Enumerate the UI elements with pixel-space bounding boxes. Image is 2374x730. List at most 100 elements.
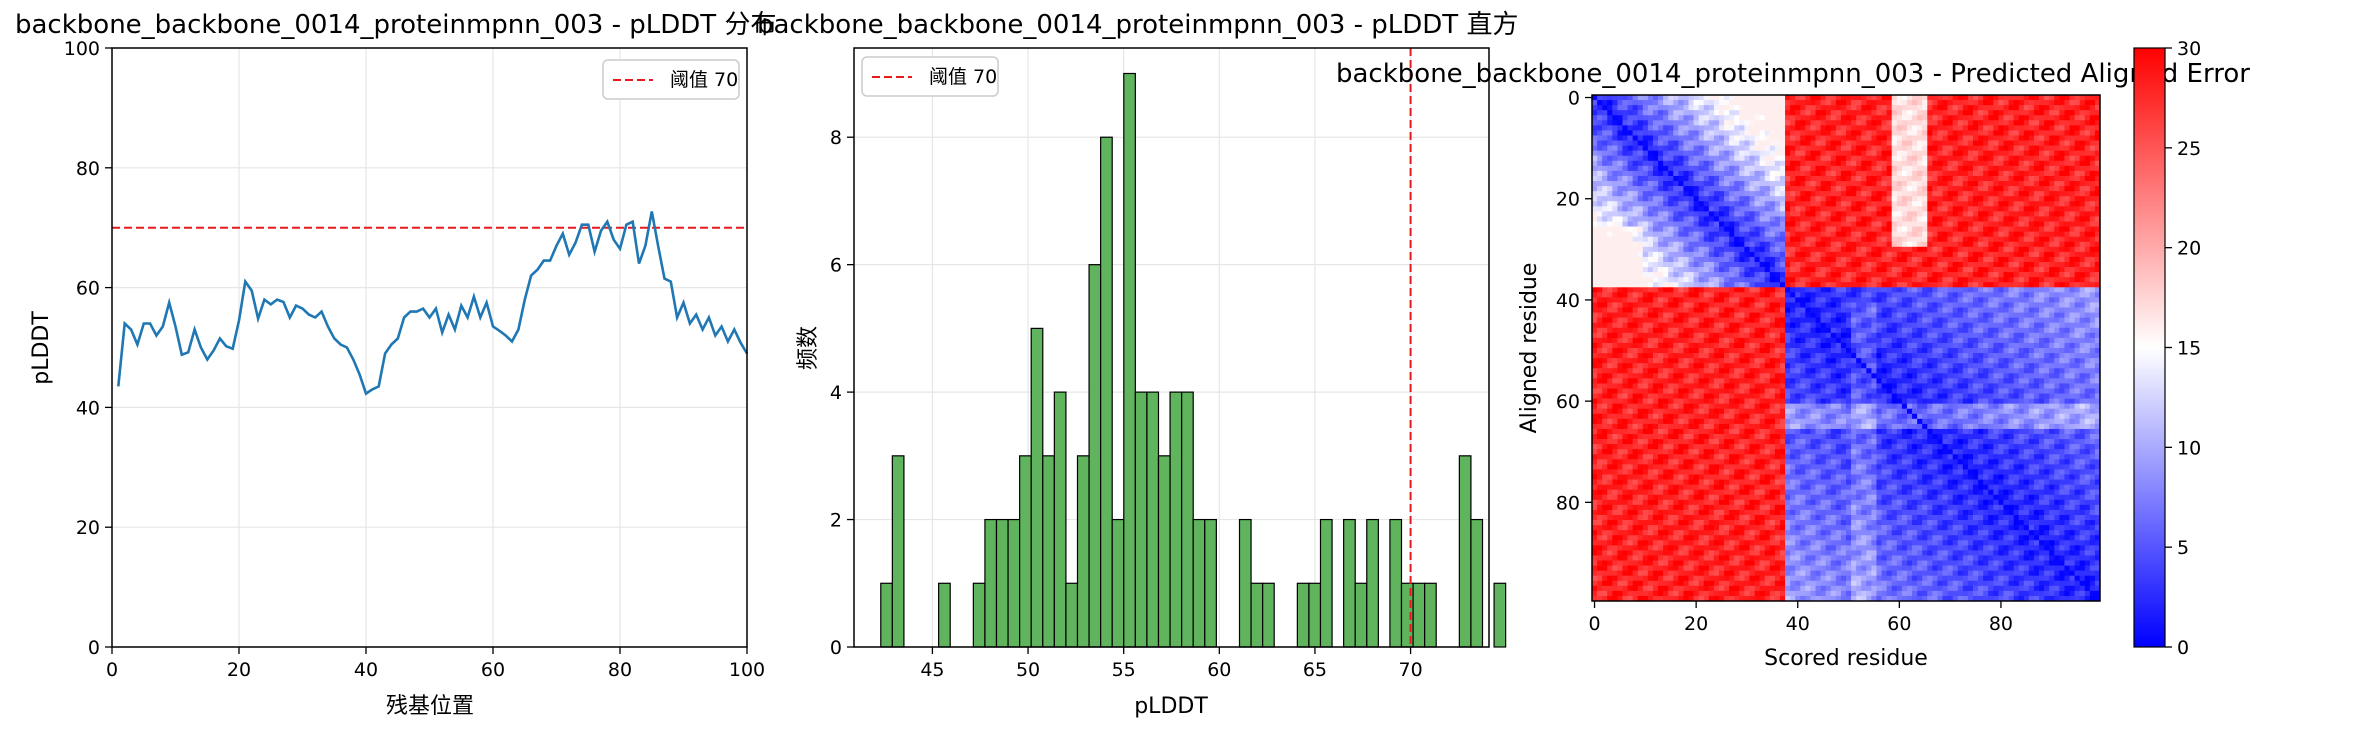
- pae-cell: [1744, 175, 1750, 182]
- pae-cell: [2069, 256, 2075, 263]
- pae-cell: [1708, 95, 1715, 101]
- pae-cell: [1947, 312, 1954, 318]
- pae-cell: [1952, 297, 1959, 303]
- histogram-bar: [880, 582, 893, 648]
- pae-cell: [1744, 236, 1750, 243]
- pae-cell: [1917, 287, 1923, 293]
- pae-cell: [1774, 221, 1781, 227]
- pae-cell: [1881, 181, 1887, 187]
- pae-cell: [1942, 236, 1948, 243]
- pae-cell: [1602, 140, 1608, 146]
- pae-cell: [1846, 231, 1852, 238]
- pae-cell: [1688, 110, 1694, 116]
- pae-cell: [1851, 282, 1857, 288]
- pae-cell: [1856, 267, 1862, 273]
- pae-cell: [1932, 267, 1938, 273]
- pae-cell: [1769, 287, 1776, 293]
- pae-cell: [1861, 307, 1867, 313]
- pae-cell: [2039, 317, 2045, 324]
- pae-cell: [1846, 201, 1852, 207]
- pae-cell: [1998, 241, 2004, 248]
- pae-cell: [1993, 201, 1999, 207]
- pae-cell: [1597, 150, 1603, 157]
- pae-cell: [1927, 256, 1933, 263]
- pae-cell: [1851, 135, 1857, 141]
- pae-cell: [2059, 256, 2065, 263]
- pae-cell: [1663, 231, 1669, 238]
- y-tick-label: 0: [830, 637, 842, 659]
- pae-cell: [1602, 170, 1608, 177]
- pae-cell: [1759, 226, 1766, 232]
- pae-cell: [2074, 302, 2081, 308]
- pae-cell: [1967, 317, 1974, 324]
- pae-cell: [1759, 125, 1766, 131]
- pae-cell: [1983, 317, 1989, 324]
- pae-cell: [1779, 261, 1786, 268]
- pae-cell: [2044, 125, 2050, 131]
- pae-cell: [1876, 105, 1882, 111]
- pae-cell: [1719, 216, 1725, 222]
- pae-cell: [1658, 282, 1664, 288]
- pae-cell: [1652, 135, 1659, 141]
- pae-cell: [1901, 261, 1908, 268]
- pae-cell: [1734, 216, 1740, 222]
- pae-cell: [2054, 277, 2060, 283]
- pae-cell: [2094, 120, 2101, 126]
- pae-cell: [1942, 287, 1948, 293]
- pae-cell: [1658, 327, 1664, 334]
- pae-cell: [1973, 145, 1979, 152]
- pae-cell: [2094, 95, 2101, 101]
- pae-cell: [1947, 251, 1954, 258]
- pae-cell: [2079, 287, 2086, 293]
- pae-cell: [1668, 241, 1674, 248]
- pae-cell: [1637, 267, 1644, 273]
- pae-cell: [1846, 115, 1852, 121]
- pae-cell: [1637, 105, 1644, 111]
- pae-cell: [1713, 191, 1720, 197]
- pae-cell: [1719, 272, 1725, 278]
- pae-cell: [1612, 125, 1618, 131]
- pae-cell: [1673, 115, 1679, 121]
- pae-cell: [1617, 236, 1623, 243]
- pae-cell: [1922, 120, 1928, 126]
- pae-cell: [1886, 186, 1893, 192]
- pae-cell: [2069, 297, 2075, 303]
- pae-cell: [1810, 165, 1816, 172]
- pae-cell: [1703, 251, 1710, 258]
- pae-cell: [1627, 130, 1633, 136]
- pae-cell: [1724, 196, 1730, 202]
- pae-cell: [2094, 140, 2101, 146]
- pae-cell: [2089, 135, 2096, 141]
- pae-cell: [1988, 267, 1994, 273]
- pae-cell: [2008, 130, 2014, 136]
- pae-cell: [1886, 206, 1893, 212]
- pae-cell: [1978, 216, 1984, 222]
- pae-cell: [2023, 181, 2030, 187]
- pae-cell: [1734, 110, 1740, 116]
- pae-cell: [2094, 287, 2101, 293]
- pae-cell: [1815, 206, 1821, 212]
- pae-cell: [1708, 246, 1715, 253]
- pae-cell: [1917, 150, 1923, 157]
- pae-cell: [1886, 165, 1893, 172]
- pae-cell: [1937, 150, 1943, 157]
- pae-cell: [1917, 170, 1923, 177]
- pae-cell: [1724, 327, 1730, 334]
- pae-cell: [2079, 277, 2086, 283]
- pae-cell: [2064, 110, 2070, 116]
- pae-cell: [1866, 100, 1872, 106]
- pae-cell: [2094, 125, 2101, 131]
- pae-cell: [1901, 170, 1908, 177]
- pae-cell: [1973, 100, 1979, 106]
- pae-cell: [1724, 125, 1730, 131]
- pae-cell: [1668, 216, 1674, 222]
- pae-cell: [2023, 292, 2030, 298]
- pae-cell: [2089, 216, 2096, 222]
- pae-cell: [1790, 251, 1796, 258]
- pae-cell: [1754, 206, 1760, 212]
- pae-cell: [1998, 226, 2004, 232]
- pae-cell: [2028, 277, 2035, 283]
- pae-cell: [1922, 312, 1928, 318]
- pae-cell: [1825, 175, 1832, 182]
- pae-cell: [1866, 231, 1872, 238]
